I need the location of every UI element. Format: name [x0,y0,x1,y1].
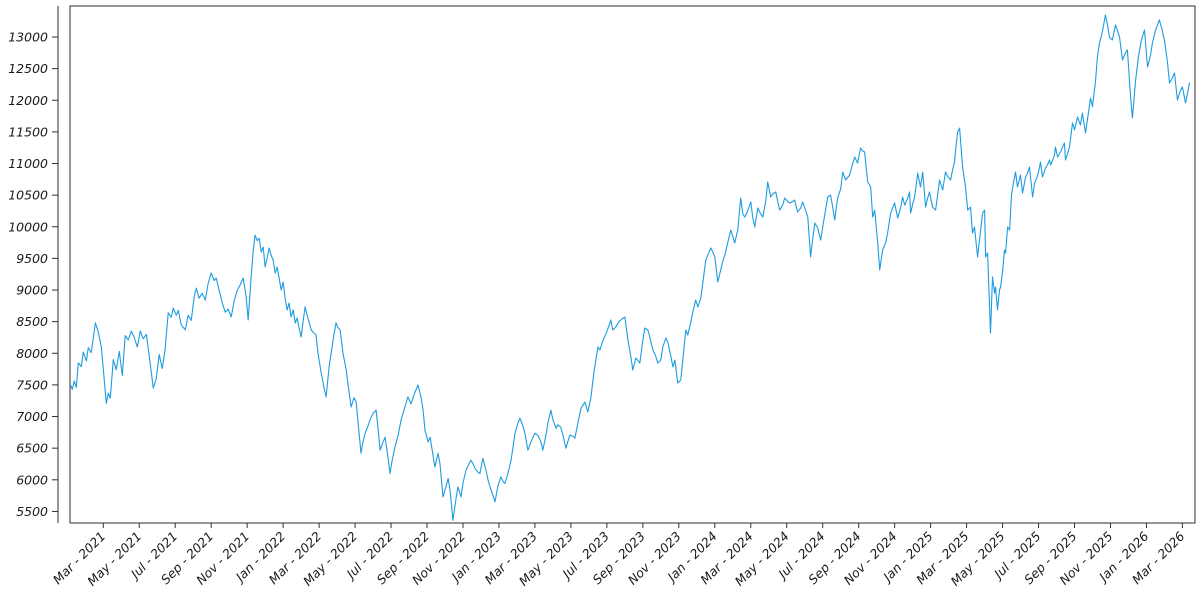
y-tick-label: 10500 [8,188,48,203]
plot-border [69,5,1196,524]
y-tick-label: 12500 [8,61,48,76]
y-tick-label: 11500 [8,124,48,139]
y-tick-label: 13000 [8,29,48,44]
y-tick-label: 9000 [16,283,48,298]
y-tick-label: 6500 [16,441,48,456]
y-tick-label: 10000 [8,219,48,234]
y-tick-label: 6000 [16,472,48,487]
y-tick-label: 8000 [16,346,48,361]
y-tick-label: 11000 [8,156,48,171]
y-tick-label: 7500 [16,377,48,392]
price-line [69,14,1190,521]
y-tick-label: 9500 [16,251,48,266]
y-tick-label: 5500 [16,504,48,519]
y-tick-label: 7000 [16,409,48,424]
y-tick-label: 8500 [16,314,48,329]
y-tick-label: 12000 [8,93,48,108]
